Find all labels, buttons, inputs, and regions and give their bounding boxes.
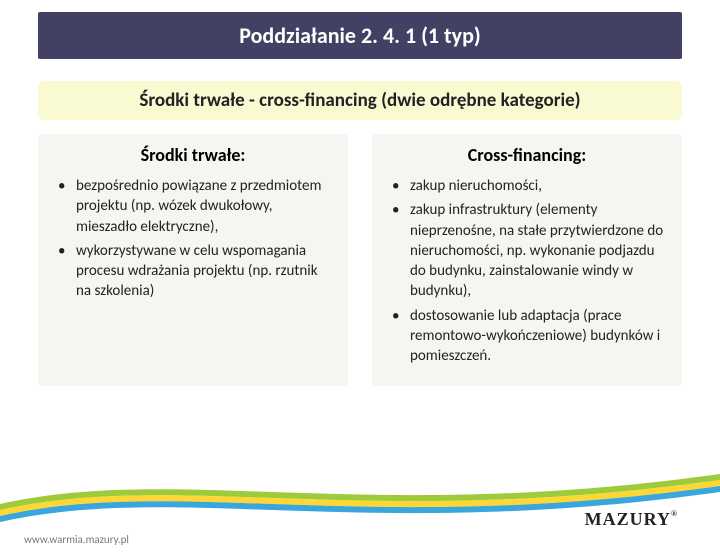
logo-text: MAZURY® xyxy=(585,509,678,530)
logo-main: MAZURY xyxy=(585,509,671,529)
logo: MAZURY® xyxy=(585,509,678,530)
right-column: Cross-financing: zakup nieruchomości, za… xyxy=(372,134,682,386)
slide: Poddziałanie 2. 4. 1 (1 typ) Środki trwa… xyxy=(0,12,720,552)
list-item: zakup infrastruktury (elementy nieprzeno… xyxy=(392,200,666,301)
list-item: dostosowanie lub adaptacja (prace remont… xyxy=(392,306,666,367)
subtitle-text: Środki trwałe - cross-financing (dwie od… xyxy=(139,89,580,112)
right-heading: Cross-financing: xyxy=(388,144,666,166)
list-item: zakup nieruchomości, xyxy=(392,176,666,196)
right-list: zakup nieruchomości, zakup infrastruktur… xyxy=(388,176,666,366)
left-list: bezpośrednio powiązane z przedmiotem pro… xyxy=(54,176,332,302)
title-text: Poddziałanie 2. 4. 1 (1 typ) xyxy=(239,22,481,49)
title-bar: Poddziałanie 2. 4. 1 (1 typ) xyxy=(38,12,682,59)
list-item: wykorzystywane w celu wspomagania proces… xyxy=(58,241,332,302)
subtitle-bar: Środki trwałe - cross-financing (dwie od… xyxy=(38,81,682,120)
columns: Środki trwałe: bezpośrednio powiązane z … xyxy=(38,134,682,386)
left-column: Środki trwałe: bezpośrednio powiązane z … xyxy=(38,134,348,386)
left-heading: Środki trwałe: xyxy=(54,144,332,166)
list-item: bezpośrednio powiązane z przedmiotem pro… xyxy=(58,176,332,237)
logo-reg: ® xyxy=(671,509,678,518)
